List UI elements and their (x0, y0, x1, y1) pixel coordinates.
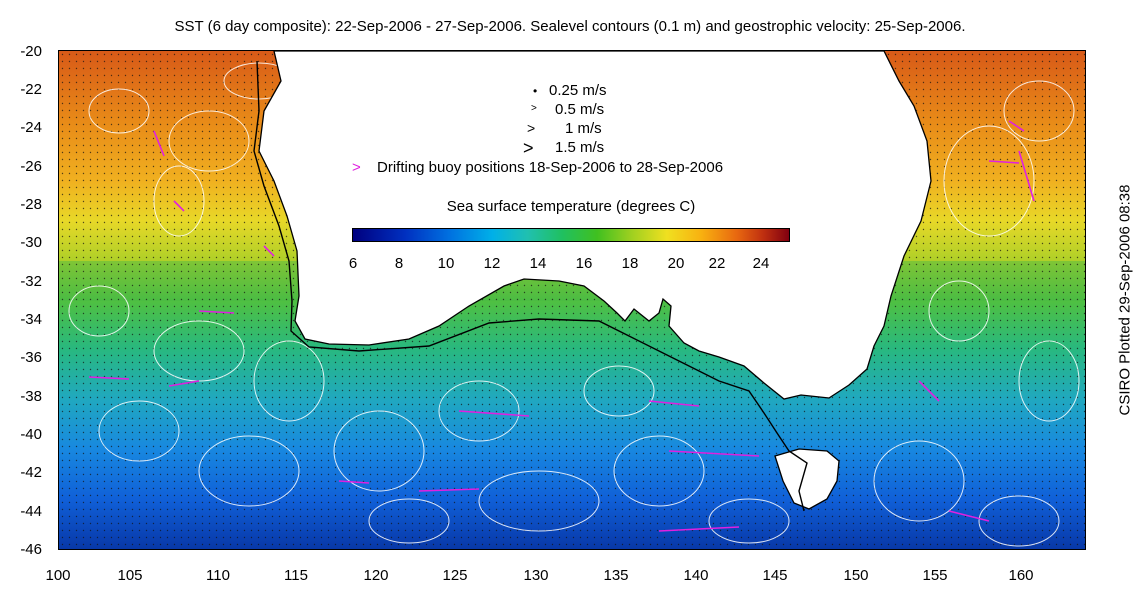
sst-map (59, 51, 1085, 549)
legend-speed-025: 0.25 m/s (549, 82, 607, 99)
lon-tick: 100 (45, 567, 71, 584)
lat-tick: -34 (20, 311, 42, 328)
vector-scale-icon-large: > (527, 120, 536, 136)
buoy-tracks (88, 120, 1035, 532)
australia-landmass (258, 51, 932, 400)
vector-scale-icon-small: • (533, 84, 538, 98)
lon-tick: 155 (922, 567, 948, 584)
colorbar-tick: 20 (667, 255, 685, 272)
legend-speed-05: 0.5 m/s (555, 101, 605, 118)
lon-tick: 125 (442, 567, 468, 584)
tasmania-landmass (774, 448, 840, 510)
map-panel (58, 50, 1086, 550)
lat-tick: -46 (20, 541, 42, 558)
sst-colorbar (352, 228, 790, 242)
colorbar-title: Sea surface temperature (degrees C) (446, 198, 696, 215)
lat-tick: -24 (20, 119, 42, 136)
lat-tick: -36 (20, 349, 42, 366)
colorbar-tick: 12 (483, 255, 501, 272)
legend-speed-1: 1 m/s (565, 120, 602, 137)
lon-tick: 120 (363, 567, 389, 584)
lat-tick: -30 (20, 234, 42, 251)
lat-tick: -26 (20, 158, 42, 175)
lat-tick: -44 (20, 503, 42, 520)
lon-tick: 145 (762, 567, 788, 584)
lon-tick: 135 (603, 567, 629, 584)
colorbar-tick: 8 (394, 255, 404, 272)
lat-tick: -20 (20, 43, 42, 60)
colorbar-tick: 16 (575, 255, 593, 272)
colorbar-tick: 14 (529, 255, 547, 272)
lon-tick: 150 (843, 567, 869, 584)
lon-tick: 140 (683, 567, 709, 584)
lon-tick: 130 (523, 567, 549, 584)
lat-tick: -42 (20, 464, 42, 481)
shelf-contour (253, 60, 808, 512)
lat-tick: -38 (20, 388, 42, 405)
colorbar-tick: 18 (621, 255, 639, 272)
vector-scale-icon-xlarge: > (523, 138, 534, 158)
plot-credit-label: CSIRO Plotted 29-Sep-2006 08:38 (1116, 184, 1134, 416)
lon-tick: 115 (284, 567, 308, 584)
colorbar-tick: 6 (348, 255, 358, 272)
buoy-marker-icon: > (352, 159, 361, 176)
sealevel-contours (68, 62, 1080, 547)
lat-tick: -22 (20, 81, 42, 98)
lat-tick: -32 (20, 273, 42, 290)
legend-buoys: Drifting buoy positions 18-Sep-2006 to 2… (377, 159, 724, 176)
lat-tick: -40 (20, 426, 42, 443)
colorbar-tick: 24 (752, 255, 770, 272)
legend-speed-15: 1.5 m/s (555, 139, 605, 156)
lat-tick: -28 (20, 196, 42, 213)
lon-tick: 110 (206, 567, 230, 584)
vector-scale-icon-medium: > (531, 103, 537, 114)
lon-tick: 105 (117, 567, 143, 584)
map-title: SST (6 day composite): 22-Sep-2006 - 27-… (174, 18, 966, 35)
colorbar-tick: 10 (437, 255, 455, 272)
lon-tick: 160 (1008, 567, 1034, 584)
colorbar-tick: 22 (708, 255, 726, 272)
